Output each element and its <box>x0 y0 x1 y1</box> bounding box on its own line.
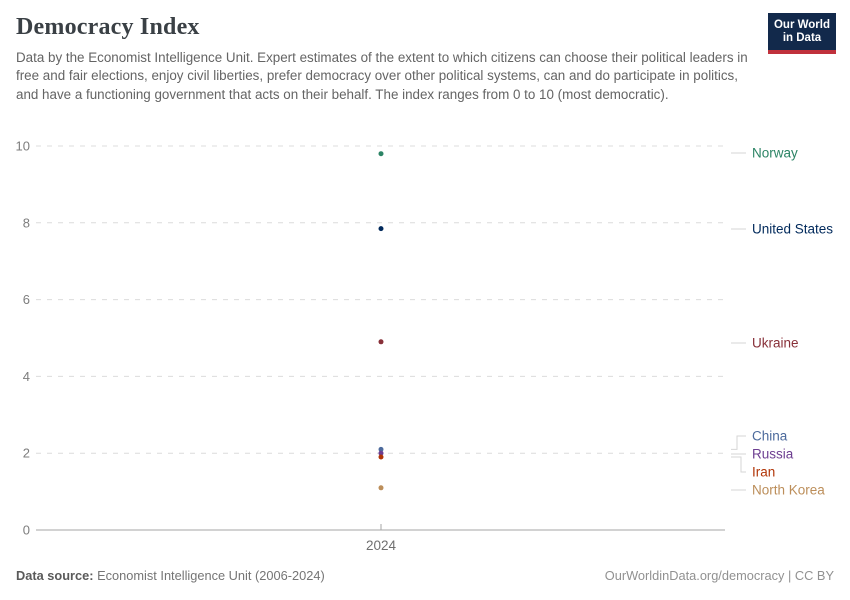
x-tick-label: 2024 <box>366 538 397 553</box>
logo-accent-bar <box>768 50 836 54</box>
owid-logo-line2: in Data <box>782 32 822 44</box>
chart-subtitle: Data by the Economist Intelligence Unit.… <box>16 50 748 102</box>
entity-label-iran[interactable]: Iran <box>752 465 775 480</box>
y-tick-label: 4 <box>23 369 30 384</box>
chart-footer: Data source: Economist Intelligence Unit… <box>16 568 834 583</box>
data-point-russia[interactable] <box>378 450 384 456</box>
data-point-norway[interactable] <box>378 151 384 157</box>
entity-label-china[interactable]: China <box>752 429 788 444</box>
owid-logo[interactable]: Our World in Data <box>768 13 836 54</box>
chart-title: Democracy Index <box>16 14 200 40</box>
entity-label-ukraine[interactable]: Ukraine <box>752 336 799 351</box>
entity-label-norway[interactable]: Norway <box>752 146 798 161</box>
label-connector <box>731 456 746 473</box>
y-tick-label: 8 <box>23 215 30 230</box>
credit-link[interactable]: OurWorldinData.org/democracy | CC BY <box>604 568 834 583</box>
data-point-north-korea[interactable] <box>378 485 384 491</box>
y-tick-label: 0 <box>23 523 30 538</box>
data-point-ukraine[interactable] <box>378 339 384 345</box>
data-point-united-states[interactable] <box>378 226 384 232</box>
owid-logo-line1: Our World <box>773 19 830 31</box>
y-tick-label: 10 <box>16 139 30 154</box>
chart-header: Democracy Index Data by the Economist In… <box>16 12 761 104</box>
label-connector <box>731 435 746 450</box>
data-source-label: Data source: <box>16 568 94 583</box>
y-tick-label: 6 <box>23 292 30 307</box>
data-source-note: Data source: Economist Intelligence Unit… <box>16 568 325 583</box>
owid-logo-text: Our World in Data <box>768 13 836 50</box>
data-point-iran[interactable] <box>378 454 384 460</box>
entity-label-united-states[interactable]: United States <box>752 222 833 237</box>
entity-label-russia[interactable]: Russia <box>752 447 794 462</box>
entity-label-north-korea[interactable]: North Korea <box>752 483 825 498</box>
data-point-china[interactable] <box>378 446 384 452</box>
y-tick-label: 2 <box>23 446 30 461</box>
data-source-text: Economist Intelligence Unit (2006-2024) <box>93 568 325 583</box>
